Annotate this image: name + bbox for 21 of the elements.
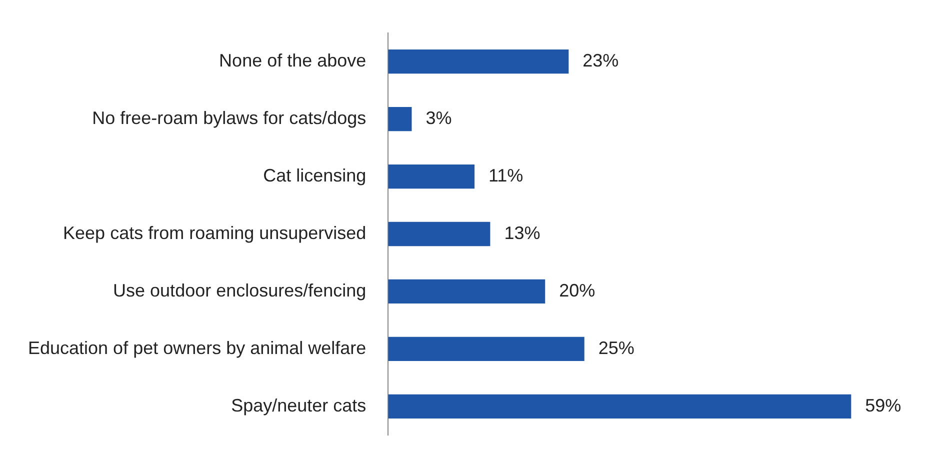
data-label: 23% [582, 50, 619, 71]
y-tick-label: Use outdoor enclosures/fencing [113, 280, 366, 300]
bar [388, 222, 490, 246]
y-tick-label: Spay/neuter cats [231, 395, 366, 416]
data-label: 20% [559, 280, 596, 300]
y-tick-label: None of the above [219, 50, 366, 71]
data-label: 11% [488, 165, 524, 186]
data-label: 3% [426, 108, 452, 128]
bar [388, 394, 852, 419]
data-label: 13% [504, 222, 540, 243]
data-label: 59% [865, 395, 902, 416]
bar [388, 164, 474, 189]
y-tick-label: Education of pet owners by animal welfare [28, 338, 366, 358]
y-tick-label: Cat licensing [263, 165, 366, 186]
y-tick-label: No free-roam bylaws for cats/dogs [92, 108, 366, 128]
y-tick-label: Keep cats from roaming unsupervised [63, 222, 366, 243]
bar [388, 279, 546, 304]
bar [388, 336, 584, 362]
bar [388, 49, 569, 74]
bar [388, 106, 412, 132]
data-label: 25% [598, 338, 634, 358]
